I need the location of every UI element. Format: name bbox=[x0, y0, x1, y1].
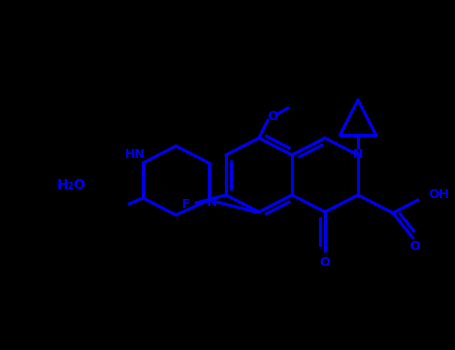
Text: H₂O: H₂O bbox=[57, 178, 87, 192]
Text: F: F bbox=[182, 198, 190, 211]
Text: HN: HN bbox=[125, 148, 145, 161]
Text: O: O bbox=[410, 239, 420, 252]
Text: OH: OH bbox=[428, 189, 449, 202]
Text: N: N bbox=[353, 148, 363, 161]
Text: N: N bbox=[207, 196, 217, 209]
Text: O: O bbox=[268, 111, 278, 124]
Text: O: O bbox=[319, 257, 330, 270]
